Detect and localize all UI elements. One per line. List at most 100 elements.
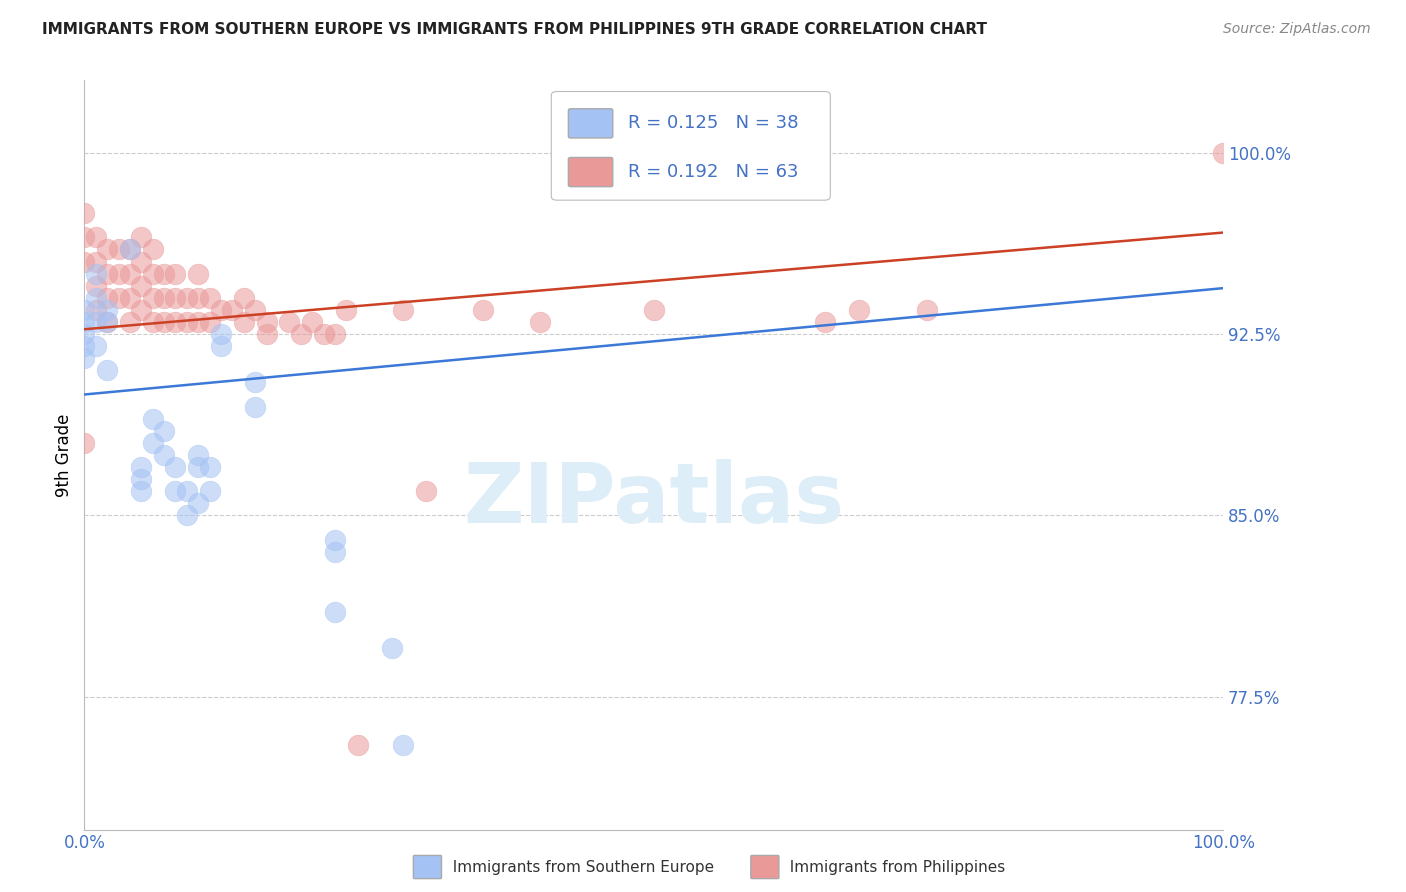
Point: [245, 302, 267, 317]
Point: [118, 243, 141, 257]
Point: [153, 291, 176, 305]
Point: [176, 291, 198, 305]
Point: [142, 435, 165, 450]
Point: [245, 400, 267, 414]
Point: [153, 267, 176, 281]
Point: [84, 302, 107, 317]
Point: [153, 315, 176, 329]
Point: [73, 315, 96, 329]
Point: [73, 254, 96, 268]
Point: [198, 484, 221, 499]
Point: [96, 243, 118, 257]
Point: [84, 315, 107, 329]
Point: [323, 544, 346, 558]
Point: [131, 484, 153, 499]
Point: [142, 267, 165, 281]
Point: [209, 302, 232, 317]
Point: [176, 508, 198, 523]
Text: Immigrants from Southern Europe: Immigrants from Southern Europe: [443, 860, 714, 874]
Point: [153, 448, 176, 462]
Point: [323, 327, 346, 342]
Y-axis label: 9th Grade: 9th Grade: [55, 413, 73, 497]
Text: ZIPatlas: ZIPatlas: [464, 459, 844, 541]
Point: [73, 327, 96, 342]
Point: [335, 302, 357, 317]
Point: [392, 738, 415, 752]
Text: R = 0.192   N = 63: R = 0.192 N = 63: [627, 163, 799, 181]
Point: [131, 472, 153, 486]
Point: [118, 267, 141, 281]
Point: [96, 302, 118, 317]
FancyBboxPatch shape: [568, 109, 613, 138]
Point: [176, 315, 198, 329]
Point: [73, 230, 96, 244]
Point: [84, 291, 107, 305]
Point: [245, 376, 267, 390]
Point: [256, 315, 278, 329]
Point: [142, 315, 165, 329]
Point: [84, 339, 107, 353]
Point: [165, 291, 187, 305]
Point: [165, 267, 187, 281]
Point: [187, 267, 209, 281]
Point: [73, 339, 96, 353]
Point: [187, 315, 209, 329]
Point: [187, 496, 209, 510]
Point: [84, 278, 107, 293]
Text: Source: ZipAtlas.com: Source: ZipAtlas.com: [1223, 22, 1371, 37]
Point: [176, 484, 198, 499]
Point: [814, 315, 837, 329]
Point: [187, 460, 209, 475]
Point: [187, 291, 209, 305]
Point: [1212, 145, 1234, 160]
Point: [392, 302, 415, 317]
Point: [96, 267, 118, 281]
Point: [232, 291, 254, 305]
Point: [848, 302, 870, 317]
Point: [107, 267, 129, 281]
Point: [96, 363, 118, 377]
Point: [118, 315, 141, 329]
FancyBboxPatch shape: [551, 92, 831, 200]
Point: [165, 460, 187, 475]
Point: [118, 291, 141, 305]
Point: [142, 411, 165, 425]
Point: [915, 302, 938, 317]
Point: [323, 533, 346, 547]
Point: [381, 641, 404, 656]
Point: [198, 460, 221, 475]
Point: [256, 327, 278, 342]
Text: R = 0.125   N = 38: R = 0.125 N = 38: [627, 114, 799, 132]
Point: [209, 327, 232, 342]
Point: [84, 254, 107, 268]
Point: [312, 327, 335, 342]
Point: [73, 435, 96, 450]
Point: [73, 206, 96, 220]
Point: [131, 278, 153, 293]
Point: [118, 243, 141, 257]
Point: [415, 484, 437, 499]
FancyBboxPatch shape: [568, 158, 613, 186]
Point: [107, 291, 129, 305]
Point: [278, 315, 301, 329]
Point: [96, 291, 118, 305]
Point: [96, 315, 118, 329]
Point: [301, 315, 323, 329]
Point: [472, 302, 495, 317]
Point: [187, 448, 209, 462]
Point: [131, 230, 153, 244]
Point: [529, 315, 551, 329]
Text: IMMIGRANTS FROM SOUTHERN EUROPE VS IMMIGRANTS FROM PHILIPPINES 9TH GRADE CORRELA: IMMIGRANTS FROM SOUTHERN EUROPE VS IMMIG…: [42, 22, 987, 37]
Point: [142, 243, 165, 257]
Point: [221, 302, 243, 317]
Point: [643, 302, 665, 317]
Point: [198, 291, 221, 305]
Point: [142, 291, 165, 305]
Point: [131, 254, 153, 268]
Point: [131, 460, 153, 475]
Point: [290, 327, 312, 342]
Point: [73, 351, 96, 366]
Point: [107, 243, 129, 257]
Point: [198, 315, 221, 329]
Point: [84, 230, 107, 244]
